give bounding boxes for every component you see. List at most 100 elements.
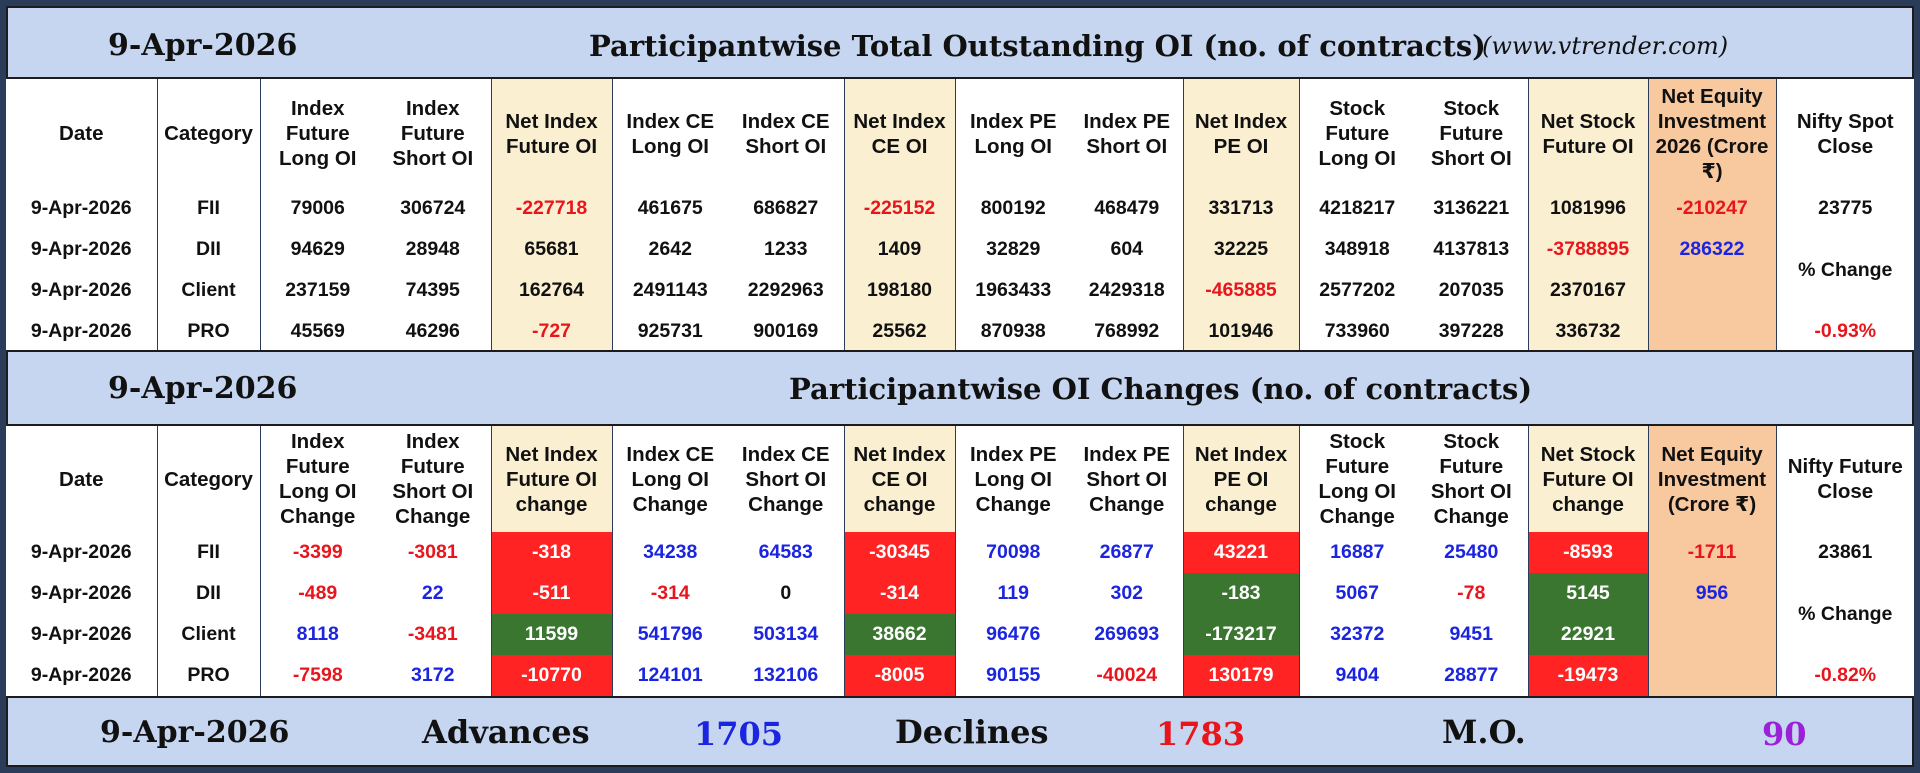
market-breadth-band: 9-Apr-2026 Advances 1705 Declines 1783 M… <box>6 696 1914 767</box>
cell: 16887 <box>1298 532 1415 573</box>
cell: -511 <box>490 573 612 614</box>
row-category: PRO <box>156 655 260 696</box>
col-index-ce-short-change: Index CE Short OI Change <box>741 442 830 516</box>
cell: 503134 <box>753 623 819 645</box>
cell: 130179 <box>1182 655 1299 696</box>
col-net-stock-future-change: Net Stock Future OI change <box>1527 426 1648 532</box>
cell: 45569 <box>259 311 375 352</box>
cell: 9404 <box>1298 655 1415 696</box>
cell: 132106 <box>753 664 819 686</box>
cell: 25562 <box>843 311 955 352</box>
row-date: 9-Apr-2026 <box>30 541 132 563</box>
cell: -30345 <box>843 532 955 573</box>
cell: 2429318 <box>1088 279 1165 301</box>
cell: 269693 <box>1094 623 1160 645</box>
cell: 2642 <box>611 229 728 270</box>
advances-label: Advances <box>422 713 590 751</box>
table-row: 9-Apr-2026 Client 237159 74395 162764 24… <box>6 270 1914 311</box>
net-equity-value: 286322 <box>1647 229 1776 270</box>
col-index-pe-long: Index PE Long OI <box>954 79 1071 188</box>
cell: 101946 <box>1182 311 1299 352</box>
col-nifty-spot: Nifty Spot Close <box>1775 79 1914 188</box>
cell: 1233 <box>764 238 808 260</box>
nifty-spot-close: 23775 <box>1775 188 1914 229</box>
cell: 1409 <box>843 229 955 270</box>
cell: -314 <box>843 573 955 614</box>
cell: 237159 <box>259 270 375 311</box>
cell: 331713 <box>1182 188 1299 229</box>
col-index-pe-short-change: Index PE Short OI Change <box>1083 442 1171 516</box>
cell: 4137813 <box>1433 238 1510 260</box>
col-net-index-future-change: Net Index Future OI change <box>490 426 612 532</box>
cell: -489 <box>259 573 375 614</box>
header-date: 9-Apr-2026 <box>108 371 298 406</box>
row-category: DII <box>156 573 260 614</box>
col-index-future-long: Index Future Long OI <box>259 79 375 188</box>
col-index-future-short: Index Future Short OI <box>392 97 474 170</box>
cell: -19473 <box>1527 655 1648 696</box>
page-title: Participantwise Total Outstanding OI (no… <box>589 29 1486 63</box>
cell: -10770 <box>490 655 612 696</box>
cell: 733960 <box>1298 311 1415 352</box>
col-net-equity: Net Equity Investment (Crore ₹) <box>1647 426 1776 532</box>
col-nifty-future: Nifty Future Close <box>1775 426 1914 532</box>
col-net-index-ce: Net Index CE OI <box>843 79 955 188</box>
cell: 162764 <box>490 270 612 311</box>
cell: 96476 <box>954 614 1071 655</box>
cell: 70098 <box>954 532 1071 573</box>
report-inner: 9-Apr-2026 Participantwise Total Outstan… <box>6 6 1914 767</box>
table-row: 9-Apr-2026 FII 79006 306724 -227718 4616… <box>6 188 1914 229</box>
cell: -3788895 <box>1527 229 1648 270</box>
cell: 74395 <box>405 279 460 301</box>
col-index-pe-long-change: Index PE Long OI Change <box>954 426 1071 532</box>
cell: 870938 <box>954 311 1071 352</box>
cell: 34238 <box>611 532 728 573</box>
col-category: Category <box>156 426 260 532</box>
cell: 3172 <box>411 664 455 686</box>
cell: 22921 <box>1527 614 1648 655</box>
nifty-change-value: -0.93% <box>1775 311 1914 352</box>
nifty-future-close: 23861 <box>1775 532 1914 573</box>
row-date: 9-Apr-2026 <box>30 623 132 645</box>
cell: 46296 <box>405 320 460 342</box>
cell: 11599 <box>490 614 612 655</box>
table-row: 9-Apr-2026 DII 94629 28948 65681 2642 12… <box>6 229 1914 311</box>
cell: 461675 <box>611 188 728 229</box>
cell: 1081996 <box>1527 188 1648 229</box>
cell: -3481 <box>407 623 458 645</box>
cell: 28877 <box>1444 664 1499 686</box>
row-category: Client <box>156 270 260 311</box>
cell: -173217 <box>1182 614 1299 655</box>
nifty-change-label: % Change <box>1775 573 1914 655</box>
col-net-index-pe: Net Index PE OI <box>1182 79 1299 188</box>
cell: -78 <box>1457 582 1486 604</box>
row-date: 9-Apr-2026 <box>30 279 132 301</box>
cell: 28948 <box>405 238 460 260</box>
row-date: 9-Apr-2026 <box>30 238 132 260</box>
cell: 4218217 <box>1298 188 1415 229</box>
col-category: Category <box>156 79 260 188</box>
nifty-change-value: -0.82% <box>1775 655 1914 696</box>
cell: 94629 <box>259 229 375 270</box>
header-band-outstanding: 9-Apr-2026 Participantwise Total Outstan… <box>6 6 1914 79</box>
table-row: 9-Apr-2026 DII -489 22 -511 -314 0 -314 … <box>6 573 1914 655</box>
col-index-future-long-change: Index Future Long OI Change <box>259 426 375 532</box>
nifty-change-label: % Change <box>1775 229 1914 311</box>
mo-value: 90 <box>1762 715 1807 753</box>
col-date: Date <box>59 467 104 491</box>
cell: 198180 <box>843 270 955 311</box>
col-stock-future-short-change: Stock Future Short OI Change <box>1430 430 1512 528</box>
cell: 0 <box>780 582 792 604</box>
outstanding-oi-table: Date Category Index Future Long OI Index… <box>6 79 1914 352</box>
row-date: 9-Apr-2026 <box>30 582 132 604</box>
table-row: 9-Apr-2026 FII -3399 -3081 -318 34238 64… <box>6 532 1914 573</box>
cell: 119 <box>954 573 1071 614</box>
row-category: Client <box>156 614 260 655</box>
col-net-index-ce-change: Net Index CE OI change <box>843 426 955 532</box>
declines-value: 1783 <box>1156 715 1246 753</box>
cell: 1963433 <box>954 270 1071 311</box>
table-row: 9-Apr-2026 PRO 45569 46296 -727 925731 9… <box>6 311 1914 352</box>
cell: 124101 <box>611 655 728 696</box>
cell: 32829 <box>954 229 1071 270</box>
col-index-ce-long: Index CE Long OI <box>611 79 728 188</box>
